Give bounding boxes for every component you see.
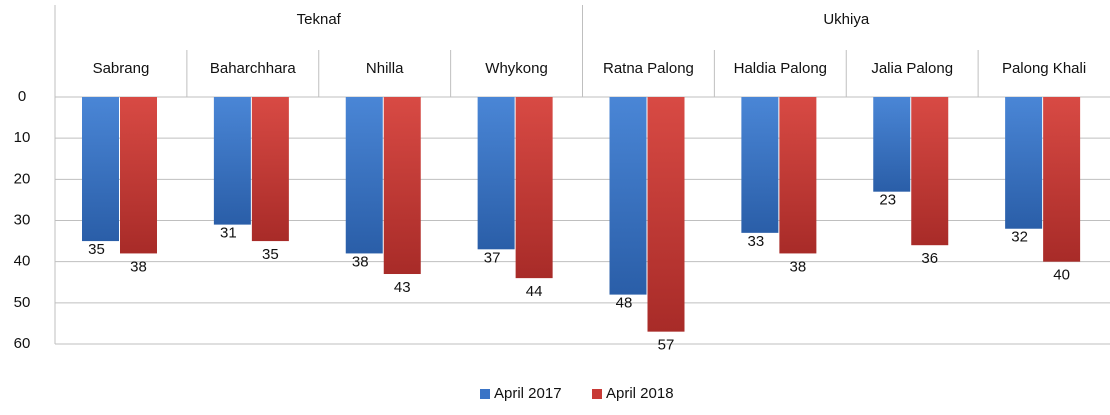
x-tick-label: Haldia Palong xyxy=(734,60,827,77)
x-tick-label: Jalia Palong xyxy=(871,60,953,77)
data-label: 33 xyxy=(748,233,765,250)
data-label: 38 xyxy=(352,253,369,270)
bar xyxy=(345,97,383,254)
bar xyxy=(911,97,949,246)
bar xyxy=(213,97,251,225)
data-label: 35 xyxy=(262,246,279,263)
legend-label: April 2018 xyxy=(606,385,674,402)
legend-swatch xyxy=(480,389,490,399)
data-label: 36 xyxy=(921,250,938,267)
x-tick-label: Baharchhara xyxy=(210,60,297,77)
data-label: 37 xyxy=(484,249,501,266)
data-label: 38 xyxy=(130,258,147,275)
data-label: 32 xyxy=(1011,229,1028,246)
data-label: 43 xyxy=(394,279,411,296)
bar xyxy=(873,97,911,192)
bar xyxy=(82,97,119,242)
data-label: 48 xyxy=(616,295,633,312)
bar xyxy=(1005,97,1043,229)
y-tick-label: 50 xyxy=(14,294,31,311)
bar xyxy=(477,97,515,250)
y-tick-label: 60 xyxy=(14,335,31,352)
x-tick-label: Palong Khali xyxy=(1002,60,1086,77)
bar xyxy=(741,97,779,233)
bar xyxy=(1043,97,1081,262)
y-tick-label: 20 xyxy=(14,170,31,187)
x-tick-label: Nhilla xyxy=(366,60,404,77)
legend-label: April 2017 xyxy=(494,385,562,402)
bar xyxy=(120,97,157,254)
data-label: 23 xyxy=(879,192,896,209)
y-tick-label: 0 xyxy=(18,88,26,105)
data-label: 35 xyxy=(88,241,105,258)
data-label: 31 xyxy=(220,225,237,242)
y-tick-label: 40 xyxy=(14,253,31,270)
data-label: 57 xyxy=(658,337,675,354)
bar xyxy=(779,97,817,254)
x-tick-label: Ratna Palong xyxy=(603,60,694,77)
y-tick-label: 30 xyxy=(14,211,31,228)
data-label: 38 xyxy=(790,258,807,275)
bar xyxy=(609,97,647,295)
bar xyxy=(515,97,553,279)
data-label: 40 xyxy=(1053,267,1070,284)
y-tick-label: 10 xyxy=(14,129,31,146)
bar xyxy=(383,97,421,275)
x-tick-label: Sabrang xyxy=(93,60,150,77)
bar xyxy=(251,97,289,242)
group-label: Teknaf xyxy=(297,11,342,28)
bar xyxy=(647,97,685,332)
x-tick-label: Whykong xyxy=(485,60,548,77)
group-label: Ukhiya xyxy=(823,11,870,28)
data-label: 44 xyxy=(526,283,543,300)
legend-swatch xyxy=(592,389,602,399)
